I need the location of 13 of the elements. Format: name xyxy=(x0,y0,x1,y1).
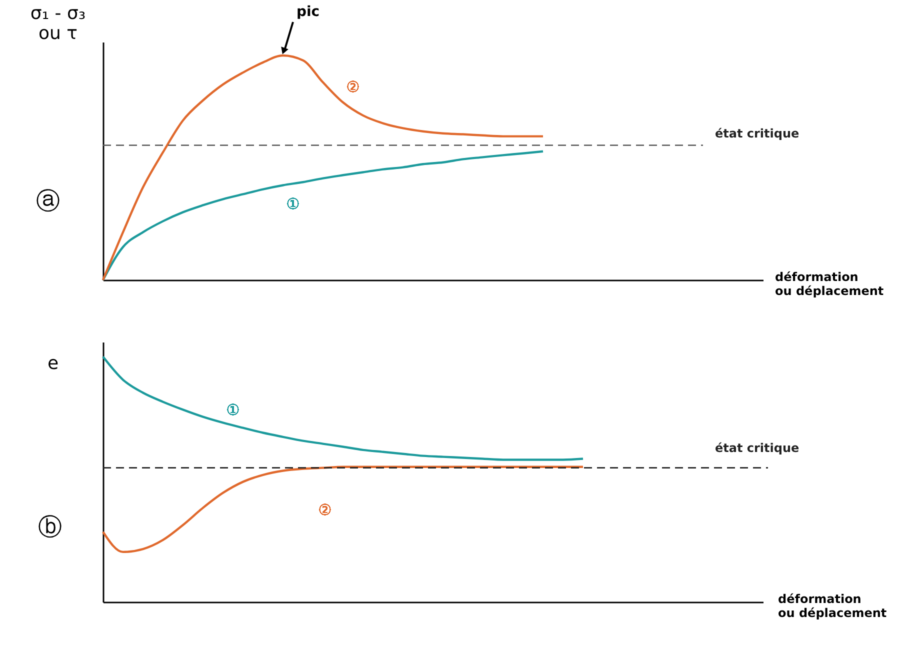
text: pic xyxy=(296,4,320,20)
x-axis-title: déformation ou déplacement xyxy=(778,592,887,620)
ref-line-label: état critique xyxy=(715,126,800,140)
text: ⓑ xyxy=(38,513,62,541)
text: ⓐ xyxy=(36,187,60,215)
ref-line-label: état critique xyxy=(715,440,800,455)
series-label: ① xyxy=(286,195,300,213)
text: ② xyxy=(318,501,332,519)
series-label: ② xyxy=(346,78,360,96)
series-label: ① xyxy=(226,401,240,419)
x-axis-title: déformation ou déplacement xyxy=(775,270,884,298)
y-axis-title: e xyxy=(47,353,59,374)
y-axis-title: σ₁ - σ₃ ou τ xyxy=(30,3,86,44)
